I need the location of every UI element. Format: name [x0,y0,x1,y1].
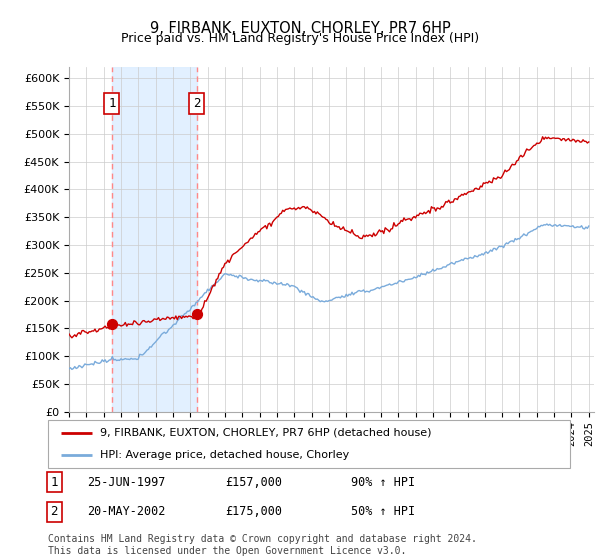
Point [192,310,202,319]
Text: HPI: Average price, detached house, Chorley: HPI: Average price, detached house, Chor… [100,450,349,460]
Bar [112,67,197,412]
Text: £175,000: £175,000 [226,505,283,519]
Text: 2: 2 [193,97,200,110]
Text: Contains HM Land Registry data © Crown copyright and database right 2024.
This d: Contains HM Land Registry data © Crown c… [48,534,477,556]
Text: Price paid vs. HM Land Registry's House Price Index (HPI): Price paid vs. HM Land Registry's House … [121,32,479,45]
Text: 2: 2 [50,505,58,519]
Text: 25-JUN-1997: 25-JUN-1997 [87,475,166,489]
Text: 9, FIRBANK, EUXTON, CHORLEY, PR7 6HP: 9, FIRBANK, EUXTON, CHORLEY, PR7 6HP [149,21,451,36]
Text: 20-MAY-2002: 20-MAY-2002 [87,505,166,519]
Text: £157,000: £157,000 [226,475,283,489]
FancyBboxPatch shape [48,420,570,468]
Text: 90% ↑ HPI: 90% ↑ HPI [351,475,415,489]
Text: 50% ↑ HPI: 50% ↑ HPI [351,505,415,519]
Text: 9, FIRBANK, EUXTON, CHORLEY, PR7 6HP (detached house): 9, FIRBANK, EUXTON, CHORLEY, PR7 6HP (de… [100,428,432,438]
Text: 1: 1 [108,97,116,110]
Text: 1: 1 [50,475,58,489]
Point [107,320,117,329]
